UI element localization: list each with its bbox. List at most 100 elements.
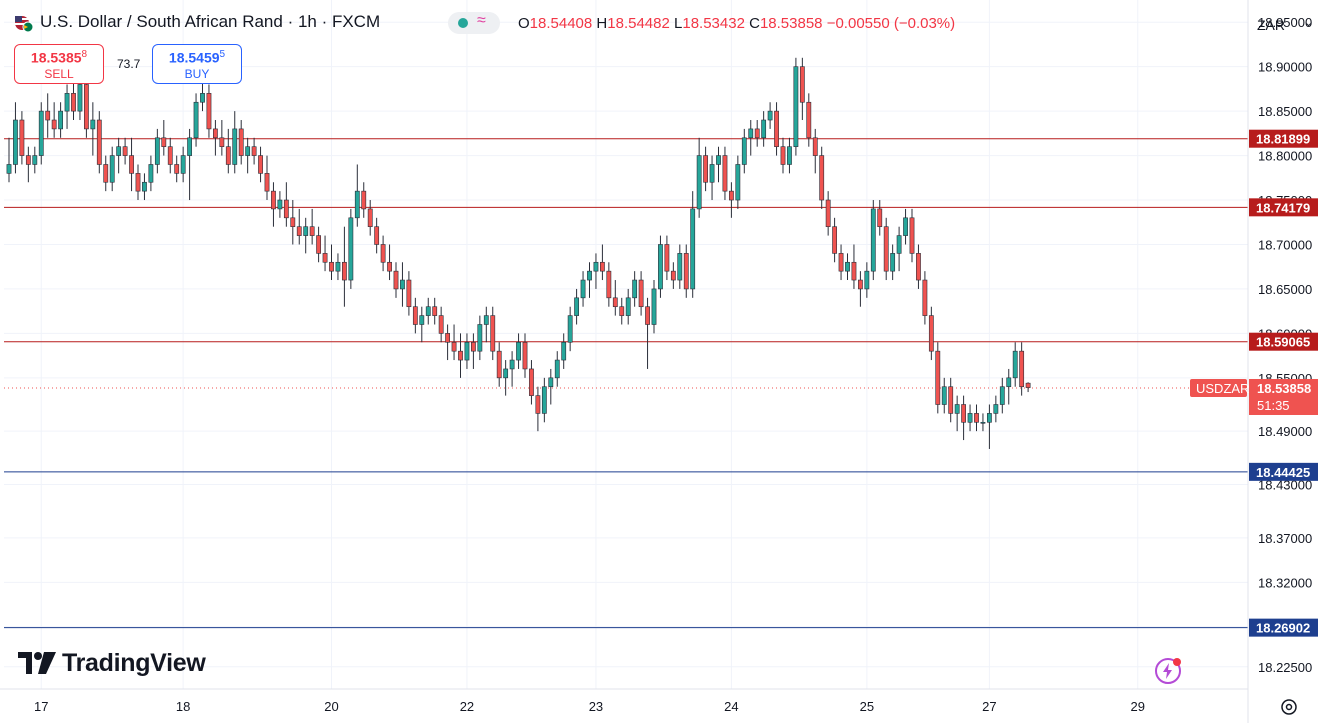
candle [522,333,528,378]
time-axis: 17 18 20 22 23 24 25 27 29 [34,699,1145,714]
candle-body [651,288,657,325]
candle-body [329,261,334,272]
candle-body [458,350,463,361]
candle [593,253,599,289]
candle-body [632,279,638,299]
candle [445,324,450,361]
candle [529,360,534,405]
candle [606,262,612,307]
candle [645,297,650,369]
x-tick-label: 17 [34,699,48,714]
candle [819,146,825,209]
market-status-pill[interactable] [448,12,500,34]
candle-body [529,368,534,396]
candle [206,84,212,138]
candle-body [825,199,831,228]
y-tick-label: 18.70000 [1258,237,1312,252]
y-tick-label: 18.90000 [1258,60,1312,75]
candle [406,271,412,316]
candle [109,146,115,192]
symbol-tag-label: USDZAR [1196,381,1249,396]
candle-body [19,119,25,156]
candle-body [774,110,779,147]
candle-body [961,404,966,423]
candle-countdown: 51:35 [1257,398,1290,413]
usd-zar-flag-icon [15,16,34,33]
candle-body [967,413,973,423]
candle [541,377,547,423]
candle-body [864,270,870,290]
currency-selector[interactable]: ZAR [1257,17,1285,33]
tradingview-logo[interactable]: TradingView [18,648,206,678]
candle [832,217,837,263]
candle [432,297,438,325]
candle [890,244,896,281]
y-tick-label: 18.85000 [1258,104,1312,119]
candle [625,288,631,325]
candle [232,111,238,174]
buy-price: 18.5459 [168,49,220,66]
candle [290,200,296,245]
candle [612,280,618,316]
candlestick-series [6,57,1031,449]
candle-body [116,146,122,156]
candle-body [980,421,986,424]
candle [922,271,928,325]
candle-body [599,261,605,272]
candle [380,235,386,272]
y-tick-label: 18.37000 [1258,531,1312,546]
candle [761,111,767,147]
candle [716,146,721,183]
candle [6,137,12,183]
candle-body [464,341,470,361]
lightning-icon[interactable] [1155,658,1181,684]
buy-button[interactable]: 18.54595 BUY [152,44,242,84]
sell-button[interactable]: 18.53858 SELL [14,44,104,84]
candle-body [245,146,251,156]
candle [896,226,902,272]
candle-body [954,404,960,414]
candle [283,182,289,227]
candle-body [374,226,380,245]
y-tick-label: 18.22500 [1258,660,1312,675]
price-tags: 18.81899 18.74179 18.59065 18.44425 18.26902… [1190,129,1318,637]
candle [277,191,283,218]
candle-body [225,146,231,165]
symbol-title[interactable]: U.S. Dollar / South African Rand · 1h · … [40,12,381,31]
candle-body [928,315,934,352]
candle-body [322,253,328,263]
candle [916,244,921,289]
gear-icon[interactable] [1279,697,1299,717]
candle-body [909,217,915,254]
candle-body [187,137,192,156]
tradingview-logo-icon [18,652,56,674]
grid-lines [4,0,1248,689]
candle [419,306,425,343]
x-tick-label: 29 [1131,699,1145,714]
candle [58,102,63,138]
candle [754,120,760,147]
candle [864,262,870,298]
candle-body [148,164,154,183]
candle-body [877,208,883,228]
candle-body [90,119,96,130]
chevron-down-icon[interactable]: ⌄ [1304,17,1314,29]
x-tick-label: 22 [460,699,474,714]
candle-body [251,146,257,156]
candle [857,271,863,307]
candle [1012,342,1018,387]
candle-body [709,164,715,183]
candle [780,137,786,174]
candle-body [451,341,457,352]
candle-body [658,244,663,290]
candle-body [916,253,921,281]
candle-body [890,253,896,272]
candle-body [754,128,760,139]
candle-body [561,341,567,361]
candle [516,333,521,369]
candle-body [593,261,599,272]
candle [580,271,586,307]
level-price-label: 18.59065 [1256,335,1310,350]
candle [935,342,941,414]
